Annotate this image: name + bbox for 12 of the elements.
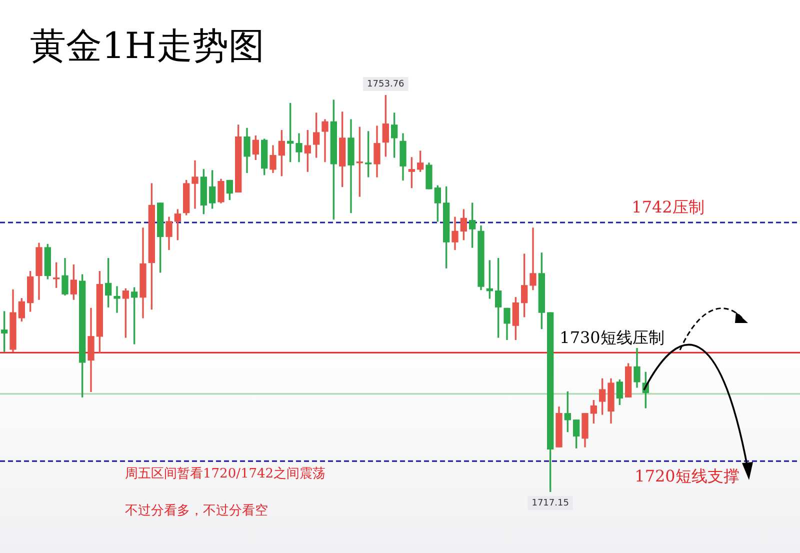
annotation: 周五区间暂看1720/1742之间震荡 — [125, 466, 326, 482]
chart-title: 黄金1H走势图 — [30, 25, 264, 69]
annotation: 1753.76 — [367, 79, 405, 90]
candlestick — [530, 228, 536, 290]
annotation: 1717.15 — [532, 498, 569, 508]
ref-line-label: 1742压制 — [632, 198, 704, 217]
ref-line-label: 1730短线压制 — [560, 328, 664, 347]
candlestick — [322, 119, 328, 162]
candlestick — [192, 160, 198, 209]
text: 不过分看多，不过分看空 — [125, 503, 268, 518]
ref-line-label: 1720短线支撑 — [634, 466, 740, 486]
candlestick — [114, 286, 120, 313]
